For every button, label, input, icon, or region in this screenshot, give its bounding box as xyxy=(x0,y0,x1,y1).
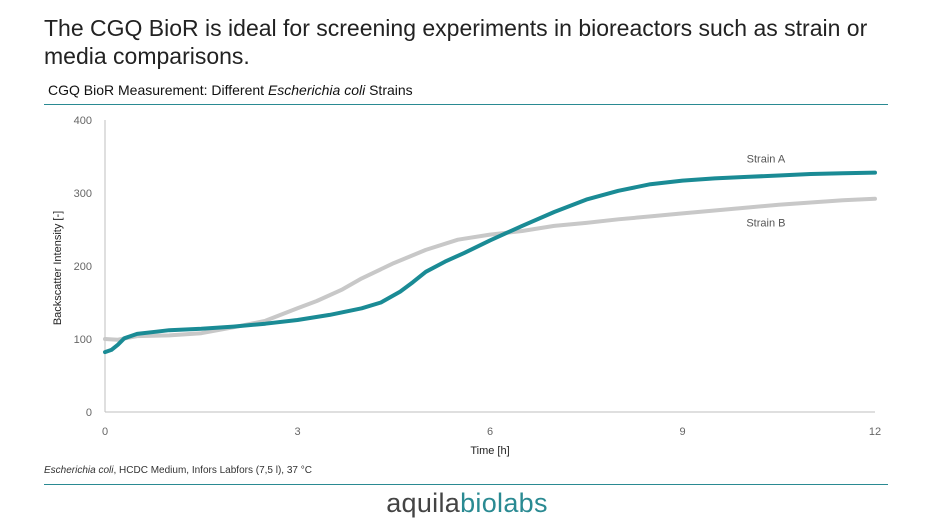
company-logo: aquilabiolabs xyxy=(0,488,934,519)
y-tick-label: 0 xyxy=(86,407,92,419)
footnote-species: Escherichia coli xyxy=(44,465,114,476)
logo-text-aquila: aquila xyxy=(386,488,461,518)
x-tick-label: 12 xyxy=(869,426,881,438)
y-tick-label: 400 xyxy=(74,115,92,127)
strain-a-line xyxy=(103,170,877,355)
chart-title: CGQ BioR Measurement: Different Escheric… xyxy=(48,82,413,98)
x-tick-label: 0 xyxy=(102,426,108,438)
y-tick-label: 100 xyxy=(74,334,92,346)
slide-headline: The CGQ BioR is ideal for screening expe… xyxy=(44,15,868,69)
x-tick-label: 3 xyxy=(294,426,300,438)
logo-text-biolabs: biolabs xyxy=(460,488,548,518)
x-tick-label: 9 xyxy=(679,426,685,438)
chart-title-prefix: CGQ BioR Measurement: Different xyxy=(48,82,268,98)
chart-axes: 0 100 200 300 400 0 3 6 9 12 Time [h] Backscatter I… xyxy=(52,115,881,457)
y-tick-label: 300 xyxy=(74,188,92,200)
y-axis-title: Backscatter Intensity [-] xyxy=(52,211,64,325)
strain-a-label: Strain A xyxy=(747,153,786,165)
chart-series xyxy=(103,170,877,355)
y-tick-label: 200 xyxy=(74,261,92,273)
chart-labels: Strain A Strain B xyxy=(746,153,785,229)
footnote-details: , HCDC Medium, Infors Labfors (7,5 l), 3… xyxy=(113,465,312,476)
chart-footnote: Escherichia coli, HCDC Medium, Infors La… xyxy=(44,465,312,476)
x-axis-title: Time [h] xyxy=(470,445,509,457)
chart-top-rule xyxy=(44,104,888,105)
strain-b-label: Strain B xyxy=(746,218,785,230)
strain-b-line xyxy=(103,196,877,342)
chart-title-species: Escherichia coli xyxy=(267,82,366,98)
x-tick-label: 6 xyxy=(487,426,493,438)
chart-title-suffix: Strains xyxy=(365,82,413,98)
footer-rule xyxy=(44,484,888,485)
